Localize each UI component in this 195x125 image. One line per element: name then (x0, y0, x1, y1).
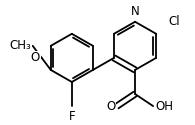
Text: N: N (131, 5, 139, 18)
Text: O: O (106, 100, 115, 112)
Text: F: F (68, 110, 75, 123)
Text: O: O (31, 51, 40, 64)
Text: CH₃: CH₃ (9, 39, 31, 52)
Text: Cl: Cl (168, 15, 180, 28)
Text: OH: OH (155, 100, 173, 112)
